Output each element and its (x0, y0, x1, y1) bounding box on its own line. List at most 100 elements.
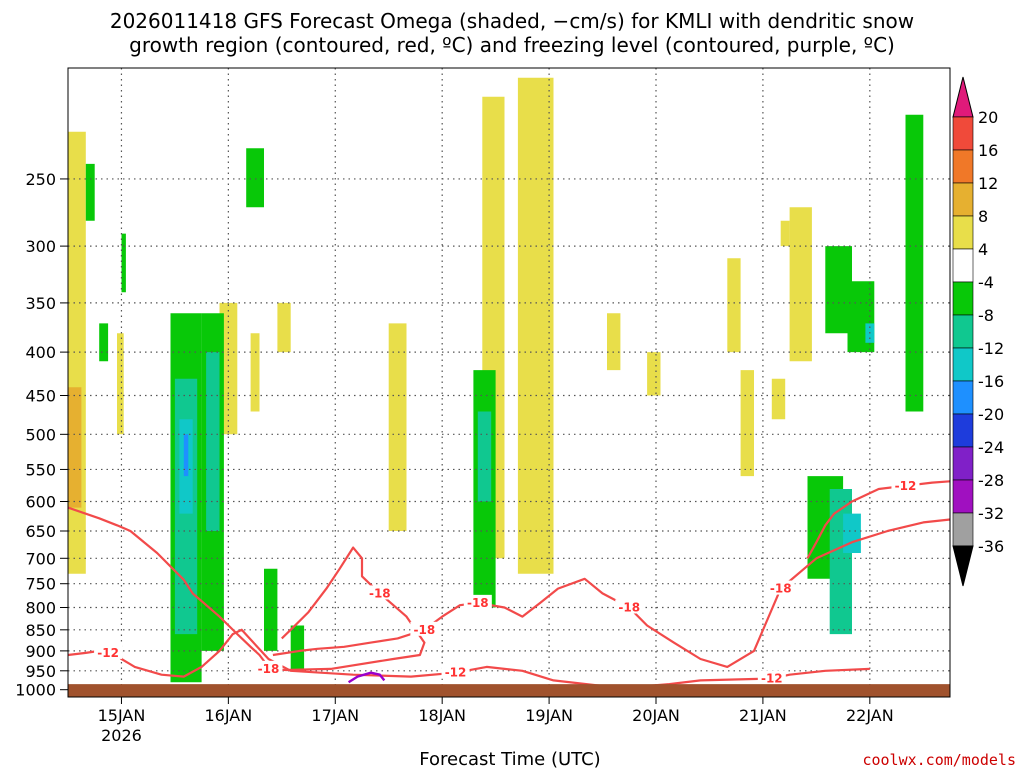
omega-region-32 (843, 513, 861, 553)
contour-label-bg-6 (766, 580, 795, 595)
grid-lines (68, 68, 950, 697)
colorbar-label-6: -8 (978, 306, 994, 325)
colorbar-label-2: 12 (978, 174, 998, 193)
colorbar-label-3: 8 (978, 207, 988, 226)
contour-label-bg-1 (94, 644, 123, 659)
y-tick-label-550: 550 (25, 460, 56, 479)
y-tick-label-800: 800 (25, 598, 56, 617)
x-tick-label-3: 18JAN (418, 706, 466, 725)
contour-label-8: -18 (369, 586, 391, 600)
colorbar-label-10: -24 (978, 438, 1004, 457)
freezing-contour-0 (347, 671, 386, 684)
omega-shading (68, 77, 924, 683)
colorbar-label-7: -12 (978, 339, 1004, 358)
colorbar-label-12: -32 (978, 504, 1004, 523)
contour-label-bg-7 (757, 670, 786, 685)
plot-frame (67, 67, 951, 698)
colorbar-label-8: -16 (978, 372, 1004, 391)
y-tick-label-650: 650 (25, 522, 56, 541)
colorbar-swatch-5 (952, 281, 974, 316)
colorbar-swatch-10 (952, 446, 974, 481)
contour-label-bg-0 (254, 660, 283, 675)
y-tick-label-350: 350 (25, 294, 56, 313)
omega-region-18 (388, 323, 407, 531)
contour-label-1: -12 (97, 646, 119, 660)
omega-region-10 (183, 434, 189, 477)
y-tick-label-250: 250 (25, 170, 56, 189)
y-tick-label-850: 850 (25, 621, 56, 640)
omega-region-5 (99, 323, 109, 362)
omega-region-6 (121, 233, 126, 293)
colorbar-swatch-4 (952, 248, 974, 283)
contour-label-7: -12 (761, 671, 783, 685)
contour-label-2: -18 (414, 623, 436, 637)
x-tick-label-1: 16JAN (205, 706, 253, 725)
omega-region-27 (780, 220, 790, 247)
x-axis-label: Forecast Time (UTC) (419, 749, 600, 768)
dendritic-contour-3 (806, 480, 951, 559)
contour-label-0: -18 (258, 662, 280, 676)
contour-label-bg-2 (410, 621, 439, 636)
plot-area: -18 -12 -18 -18 -12 -18 -18 -12 -18 -12 (67, 67, 951, 698)
colorbar-top-arrow (952, 76, 974, 118)
colorbar-label-13: -36 (978, 537, 1004, 556)
y-tick-label-750: 750 (25, 575, 56, 594)
contour-label-bg-4 (441, 664, 470, 679)
y-tick-label-450: 450 (25, 387, 56, 406)
credit-label: coolwx.com/models (862, 751, 1016, 768)
contour-label-bg-3 (463, 594, 492, 609)
colorbar-swatch-9 (952, 413, 974, 448)
contour-label-3: -18 (467, 596, 489, 610)
x-tick-label-2: 17JAN (311, 706, 359, 725)
x-tick-label-7: 22JAN (846, 706, 894, 725)
x-tick-year-label: 2026 (101, 726, 142, 745)
colorbar-label-0: 20 (978, 108, 998, 127)
x-tick-label-4: 19JAN (525, 706, 573, 725)
x-tick-label-6: 21JAN (739, 706, 787, 725)
omega-region-24 (647, 352, 661, 396)
y-tick-label-400: 400 (25, 343, 56, 362)
omega-region-25 (727, 258, 741, 353)
colorbar-swatch-7 (952, 347, 974, 382)
dendritic-contour-2 (272, 518, 951, 669)
y-tick-label-900: 900 (25, 642, 56, 661)
contour-lines: -18 -12 -18 -18 -12 -18 -18 -12 -18 -12 (67, 477, 951, 688)
colorbar-swatch-1 (952, 149, 974, 184)
contour-label-4: -12 (445, 666, 467, 680)
colorbar-label-11: -28 (978, 471, 1004, 490)
omega-region-33 (825, 246, 852, 334)
x-tick-label-5: 20JAN (632, 706, 680, 725)
omega-region-20 (517, 77, 554, 574)
colorbar-swatch-12 (952, 512, 974, 547)
omega-region-26 (740, 370, 754, 477)
chart-title-line2: growth region (contoured, red, ºC) and f… (129, 33, 895, 57)
contour-label-6: -18 (770, 582, 792, 596)
omega-region-2 (117, 333, 124, 435)
omega-region-13 (246, 148, 264, 208)
colorbar-label-5: -4 (978, 273, 994, 292)
omega-region-36 (905, 114, 924, 412)
omega-region-12 (206, 352, 220, 531)
omega-region-14 (264, 568, 278, 651)
y-tick-label-1000: 1000 (15, 681, 56, 700)
colorbar-label-1: 16 (978, 141, 998, 160)
colorbar-swatch-8 (952, 380, 974, 415)
contour-label-bg-9 (891, 477, 920, 492)
omega-region-22 (477, 411, 492, 502)
colorbar-label-9: -20 (978, 405, 1004, 424)
colorbar-swatch-11 (952, 479, 974, 514)
y-tick-label-500: 500 (25, 425, 56, 444)
contour-label-9: -12 (895, 479, 917, 493)
colorbar-swatch-0 (952, 116, 974, 151)
omega-region-1 (68, 387, 82, 508)
colorbar-swatch-3 (952, 215, 974, 250)
y-tick-label-300: 300 (25, 237, 56, 256)
contour-label-5: -18 (618, 600, 640, 614)
pressure-axis: 250 300 350 400 450 500 550 600 650 700 750 800 850 9… (15, 170, 68, 700)
colorbar: 20 16 12 8 4 -4 -8 -12 -16 -20 -24 -28 -32 -36 (952, 76, 1004, 587)
colorbar-bottom-arrow (952, 545, 974, 587)
omega-region-17 (250, 333, 260, 412)
x-tick-label-0: 15JAN (98, 706, 146, 725)
time-axis: 15JAN 16JAN 17JAN 18JAN 19JAN 20JAN 21JAN 22JAN (98, 697, 894, 725)
